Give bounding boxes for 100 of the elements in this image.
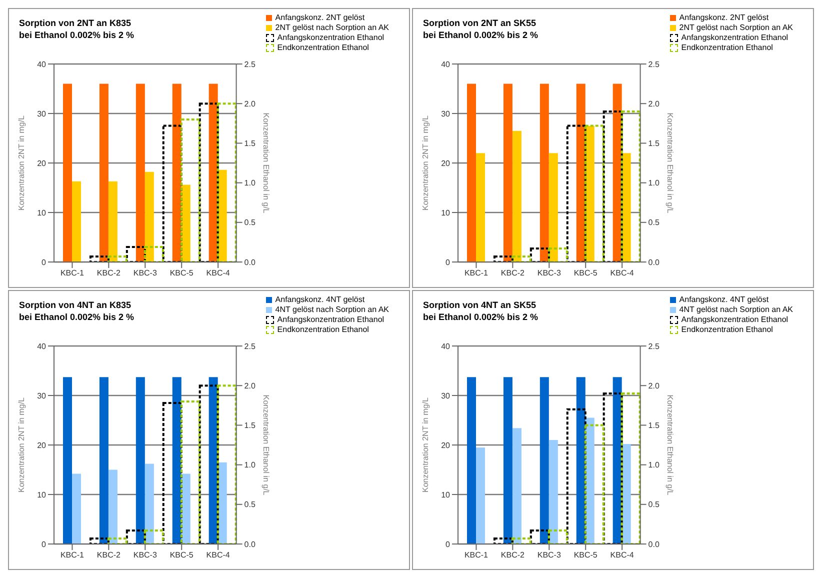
y2-tick-label: 0.5 [244,500,256,510]
x-tick-label: KBC-3 [537,268,562,278]
x-tick-label: KBC-4 [206,550,230,560]
x-tick-label: KBC-5 [170,550,194,560]
y2-tick-label: 1.5 [244,139,256,148]
y-tick-label: 10 [37,490,47,500]
bar [63,377,72,544]
bar [144,464,154,544]
legend-label: Endkonzentration Ethanol [277,43,369,53]
y2-tick-label: 2.0 [648,381,660,390]
x-tick-label: KBC-3 [133,268,158,278]
bar [181,474,190,544]
bar [503,84,512,262]
bar [585,418,594,544]
bar [548,530,568,544]
x-tick-label: KBC-3 [537,550,562,560]
y-axis-title: Konzentration 2NT in mg/L [420,396,430,493]
legend-label: 2NT gelöst nach Sorption an AK [275,23,389,33]
chart-title: Sorption von 2NT an K835 [19,17,132,29]
y2-tick-label: 1.5 [648,139,660,148]
bar [126,246,146,262]
y-tick-label: 10 [37,208,47,218]
bar [493,537,514,544]
bar [99,377,108,544]
x-tick-label: KBC-5 [574,550,598,560]
y-axis-title: Konzentration 2NT in mg/L [16,114,26,211]
y2-tick-label: 1.0 [244,178,256,188]
chart-title: Sorption von 4NT an K835 [19,299,132,311]
y2-tick-label: 0.5 [648,500,660,510]
y-tick-label: 0 [42,258,47,267]
y-tick-label: 30 [441,109,451,118]
y2-tick-label: 1.0 [244,460,256,470]
y-tick-label: 20 [441,158,451,168]
y-axis-title: Konzentration 2NT in mg/L [420,114,430,211]
bar [126,530,146,544]
y2-tick-label: 0.5 [648,218,660,228]
bar [511,537,532,544]
y-tick-label: 10 [441,490,451,500]
y2-axis-title: Konzentration Ethanol in g/L [261,394,270,496]
x-tick-label: KBC-1 [464,550,489,560]
legend-label: Endkonzentration Ethanol [277,325,369,335]
x-tick-label: KBC-4 [610,268,634,278]
bar [512,428,522,544]
legend-label: Endkonzentration Ethanol [681,325,773,335]
bar [72,181,81,262]
bar [576,84,586,262]
x-tick-label: KBC-4 [206,268,230,278]
y2-tick-label: 0.0 [244,258,256,267]
y2-axis-title: Konzentration Ethanol in g/L [261,112,270,214]
x-tick-label: KBC-1 [60,550,85,560]
y2-tick-label: 1.5 [648,421,660,430]
bar [99,84,108,262]
y-tick-label: 20 [441,440,451,450]
x-tick-label: KBC-2 [500,550,526,560]
y-tick-label: 30 [441,391,451,400]
bar [512,130,522,262]
legend-label: 4NT gelöst nach Sorption an AK [679,305,793,315]
y2-axis-title: Konzentration Ethanol in g/L [665,394,674,496]
y2-tick-label: 0.0 [244,540,256,549]
legend-label: Anfangskonz. 2NT gelöst [679,13,769,23]
bar [89,537,110,544]
y2-tick-label: 2.5 [648,342,660,351]
bar [503,377,512,544]
x-tick-label: KBC-5 [170,268,194,278]
bar [72,474,81,544]
y-tick-label: 0 [446,540,451,549]
chart-subtitle: bei Ethanol 0.002% bis 2 % [423,311,538,323]
legend-label: Anfangskonzentration Ethanol [681,315,788,325]
chart-subtitle: bei Ethanol 0.002% bis 2 % [19,311,134,323]
legend-label: 4NT gelöst nach Sorption an AK [275,305,389,315]
x-tick-label: KBC-2 [96,268,122,278]
x-tick-label: KBC-4 [610,550,634,560]
y-tick-label: 40 [37,60,47,69]
chart-subtitle: bei Ethanol 0.002% bis 2 % [19,29,134,41]
legend-label: Anfangskonz. 4NT gelöst [275,295,365,305]
bar [530,530,550,544]
bar [548,248,568,262]
x-tick-label: KBC-3 [133,550,158,560]
bar [467,377,476,544]
bar [548,153,558,262]
chart-subtitle: bei Ethanol 0.002% bis 2 % [423,29,538,41]
bar [181,184,190,262]
y2-tick-label: 2.0 [244,99,256,108]
bar [89,255,110,262]
y-axis-title: Konzentration 2NT in mg/L [16,396,26,493]
x-tick-label: KBC-5 [574,268,598,278]
y2-tick-label: 1.0 [648,178,660,188]
chart-title: Sorption von 4NT an SK55 [423,299,538,311]
y2-tick-label: 1.0 [648,460,660,470]
bar [144,246,164,262]
y2-tick-label: 2.5 [648,60,660,69]
y-tick-label: 10 [441,208,451,218]
y-tick-label: 40 [441,342,451,351]
bar [467,84,476,262]
x-tick-label: KBC-1 [60,268,85,278]
legend-label: Anfangskonzentration Ethanol [277,315,384,325]
bar [144,530,164,544]
bar [548,440,558,544]
bar [144,172,154,262]
legend-label: Anfangskonzentration Ethanol [681,33,788,43]
